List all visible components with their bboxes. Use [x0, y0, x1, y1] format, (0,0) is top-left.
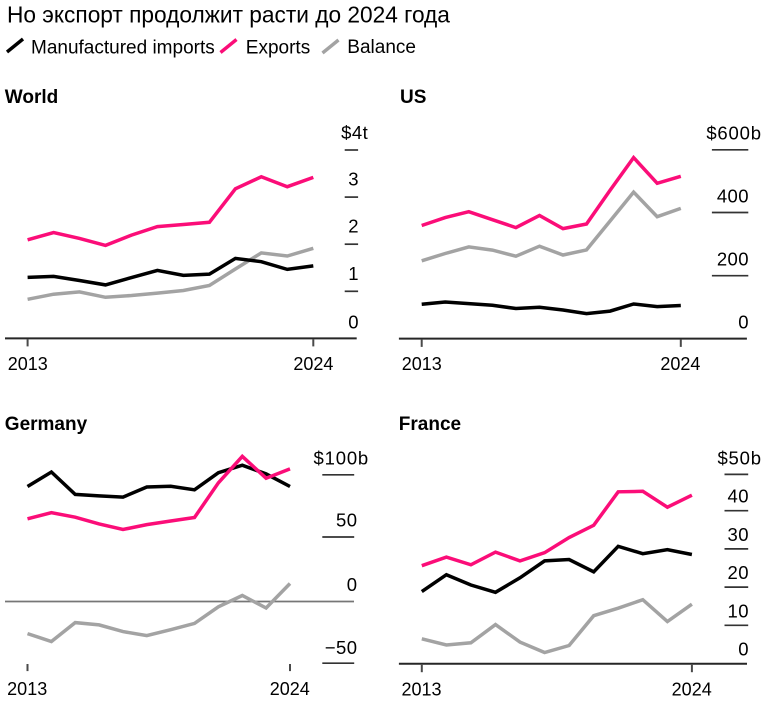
- svg-text:2013: 2013: [401, 679, 441, 699]
- svg-text:2: 2: [348, 216, 359, 237]
- svg-text:0: 0: [738, 639, 749, 660]
- svg-text:400: 400: [717, 186, 749, 207]
- svg-text:2024: 2024: [660, 354, 700, 374]
- svg-text:2024: 2024: [270, 679, 310, 699]
- svg-text:200: 200: [717, 249, 749, 270]
- svg-text:US: US: [400, 87, 426, 108]
- svg-text:$100b: $100b: [314, 447, 369, 468]
- svg-text:2024: 2024: [293, 354, 333, 374]
- svg-text:1: 1: [348, 263, 359, 284]
- svg-text:−50: −50: [325, 637, 358, 658]
- svg-text:$50b: $50b: [717, 447, 761, 468]
- svg-text:$600b: $600b: [706, 123, 761, 144]
- svg-text:20: 20: [728, 562, 749, 583]
- svg-text:Но экспорт продолжит расти до: Но экспорт продолжит расти до 2024 года: [7, 2, 450, 28]
- svg-text:Germany: Germany: [5, 414, 88, 435]
- svg-text:30: 30: [728, 524, 749, 545]
- svg-text:2024: 2024: [672, 679, 712, 699]
- svg-text:50: 50: [336, 509, 357, 530]
- svg-text:3: 3: [348, 169, 359, 190]
- svg-text:0: 0: [348, 311, 359, 332]
- svg-text:France: France: [399, 414, 461, 435]
- svg-text:2013: 2013: [8, 354, 48, 374]
- svg-text:World: World: [5, 87, 58, 108]
- svg-text:$4t: $4t: [341, 122, 368, 143]
- svg-text:0: 0: [738, 311, 749, 332]
- svg-text:10: 10: [728, 600, 749, 621]
- svg-text:2013: 2013: [402, 354, 442, 374]
- svg-text:40: 40: [728, 486, 749, 507]
- svg-text:Balance: Balance: [347, 37, 416, 58]
- svg-text:0: 0: [347, 574, 358, 595]
- svg-text:2013: 2013: [7, 679, 47, 699]
- svg-text:Exports: Exports: [246, 37, 310, 58]
- svg-text:Manufactured imports: Manufactured imports: [31, 37, 215, 58]
